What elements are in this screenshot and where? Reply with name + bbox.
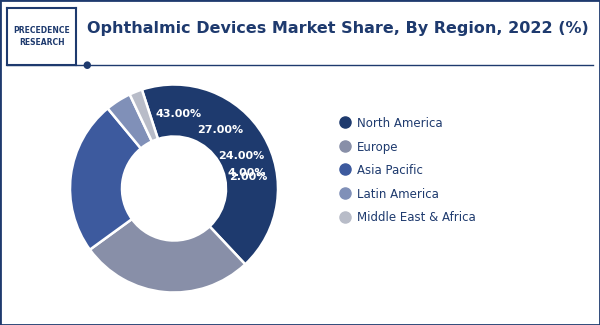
Text: Ophthalmic Devices Market Share, By Region, 2022 (%): Ophthalmic Devices Market Share, By Regi… [87, 21, 589, 36]
Text: 43.00%: 43.00% [155, 109, 202, 119]
Wedge shape [142, 84, 278, 264]
Text: PRECEDENCE
RESEARCH: PRECEDENCE RESEARCH [13, 26, 70, 47]
Text: 4.00%: 4.00% [228, 168, 266, 178]
Text: 24.00%: 24.00% [218, 151, 265, 161]
Text: ●: ● [83, 60, 91, 70]
Text: 2.00%: 2.00% [229, 172, 267, 182]
Wedge shape [70, 108, 141, 250]
Wedge shape [130, 90, 158, 141]
Wedge shape [108, 94, 152, 149]
Text: 27.00%: 27.00% [197, 125, 244, 135]
Legend: North America, Europe, Asia Pacific, Latin America, Middle East & Africa: North America, Europe, Asia Pacific, Lat… [342, 117, 476, 224]
Wedge shape [90, 219, 245, 292]
